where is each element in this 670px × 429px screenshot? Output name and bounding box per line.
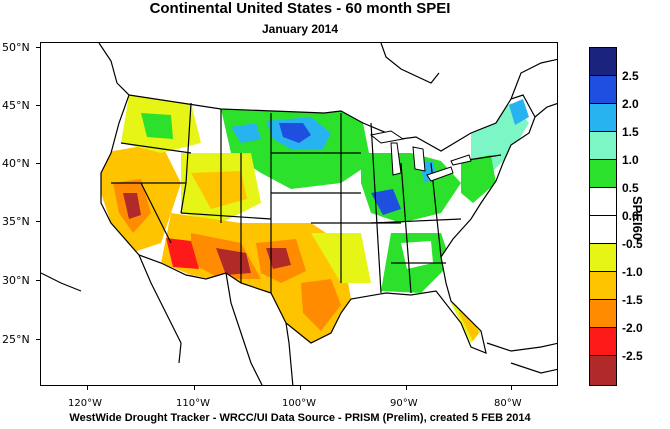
legend-label: -2.5 xyxy=(622,349,643,363)
lon-tick xyxy=(511,385,512,390)
lat-tick xyxy=(36,280,41,281)
lon-tick xyxy=(406,385,407,390)
legend-label: -1.0 xyxy=(622,265,643,279)
data-source-credit: WestWide Drought Tracker - WRCC/UI Data … xyxy=(69,412,531,424)
lon-label-90w: 90°W xyxy=(390,398,418,409)
lat-label-30n: 30°N xyxy=(2,274,30,287)
lat-label-45n: 45°N xyxy=(2,99,30,112)
lat-tick xyxy=(36,221,41,222)
lon-label-100w: 100°W xyxy=(282,398,316,409)
lon-label-120w: 120°W xyxy=(68,398,102,409)
lat-tick xyxy=(36,47,41,48)
legend-swatch xyxy=(590,216,616,244)
lat-tick xyxy=(36,105,41,106)
legend-label: 2.5 xyxy=(622,69,639,83)
legend-swatch xyxy=(590,76,616,104)
lat-tick xyxy=(36,163,41,164)
lon-tick xyxy=(87,385,88,390)
legend-label: 0.0 xyxy=(622,209,639,223)
legend-swatch xyxy=(590,188,616,216)
legend-swatch xyxy=(590,48,616,76)
legend-label: -1.5 xyxy=(622,293,643,307)
spei-color-legend xyxy=(589,47,617,386)
map-title: Continental United States - 60 month SPE… xyxy=(149,0,451,17)
us-map-graphic xyxy=(41,43,557,385)
legend-label: 2.0 xyxy=(622,97,639,111)
lon-tick xyxy=(194,385,195,390)
lon-tick xyxy=(300,385,301,390)
legend-swatch xyxy=(590,244,616,272)
legend-label: 1.0 xyxy=(622,153,639,167)
lon-label-80w: 80°W xyxy=(494,398,522,409)
lat-label-50n: 50°N xyxy=(2,41,30,54)
legend-label: 0.5 xyxy=(622,181,639,195)
legend-title: SPEI60 xyxy=(630,196,645,241)
legend-swatch xyxy=(590,300,616,328)
legend-swatch xyxy=(590,104,616,132)
legend-swatch xyxy=(590,328,616,356)
map-subtitle: January 2014 xyxy=(261,22,339,36)
lat-tick xyxy=(36,339,41,340)
spei-map xyxy=(40,42,558,386)
legend-label: -2.0 xyxy=(622,321,643,335)
lon-label-110w: 110°W xyxy=(176,398,210,409)
legend-swatch xyxy=(590,272,616,300)
legend-swatch xyxy=(590,160,616,188)
lat-label-25n: 25°N xyxy=(2,333,30,346)
legend-label: 1.5 xyxy=(622,125,639,139)
lat-label-35n: 35°N xyxy=(2,215,30,228)
legend-swatch xyxy=(590,356,616,385)
legend-label: -0.5 xyxy=(622,237,643,251)
legend-swatch xyxy=(590,132,616,160)
lat-label-40n: 40°N xyxy=(2,157,30,170)
